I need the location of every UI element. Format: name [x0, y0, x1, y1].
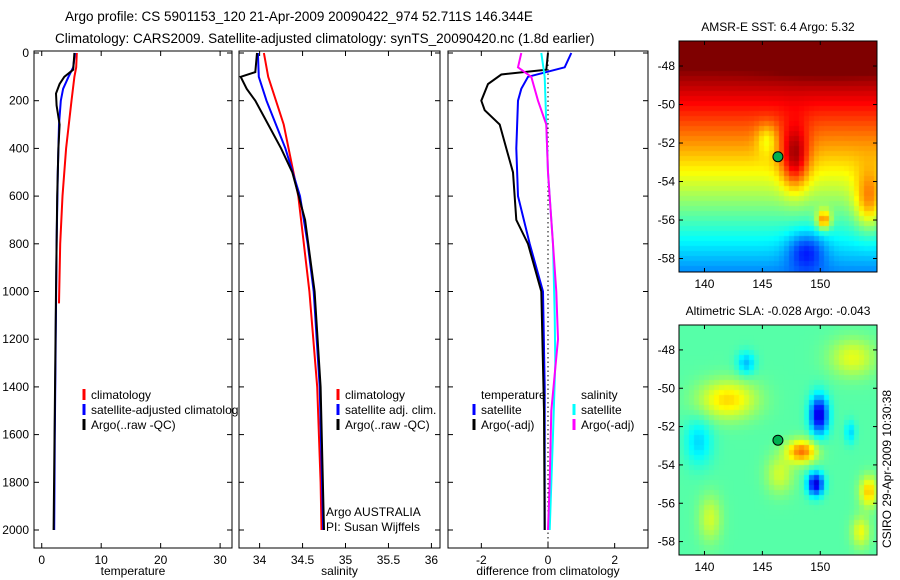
y-tick-label: 1400: [2, 380, 29, 394]
x-tick-label: 150: [810, 277, 830, 291]
x-tick-label: 35: [339, 553, 353, 567]
map-title: AMSR-E SST: 6.4 Argo: 5.32: [701, 20, 855, 34]
x-tick-label: 20: [154, 553, 168, 567]
y-tick-label: 1600: [2, 428, 29, 442]
x-axis-label: salinity: [321, 564, 358, 578]
argo-float-marker: [772, 151, 784, 163]
legend-label: satellite adj. clim.: [345, 403, 436, 417]
x-tick-label: 34: [253, 553, 267, 567]
map-frame: [678, 40, 878, 273]
y-tick-label: -58: [658, 535, 676, 549]
x-tick-label: 2: [611, 553, 618, 567]
x-tick-label: -2: [476, 553, 487, 567]
map-title: Altimetric SLA: -0.028 Argo: -0.043: [686, 304, 871, 318]
series-line-argo-raw-qc-: [52, 52, 76, 531]
y-tick-label: 2000: [2, 523, 29, 537]
map-panel-2: Altimetric SLA: -0.028 Argo: -0.043 140 14…: [658, 304, 878, 574]
x-tick-label: 10: [95, 553, 109, 567]
y-tick-label: -50: [658, 98, 676, 112]
argo-float-marker: [772, 434, 784, 446]
y-tick-label: -56: [658, 213, 676, 227]
y-tick-label: 200: [9, 94, 29, 108]
y-tick-label: 1200: [2, 332, 29, 346]
legend-label: satellite-adjusted climatology: [91, 403, 244, 417]
profile-panel-1: 0 10 20 30 0 200 400 600 800 1000 1200 1400 1600 1800…: [2, 46, 244, 578]
y-tick-label: -54: [658, 175, 676, 189]
legend-label: satellite: [481, 403, 522, 417]
y-tick-label: -52: [658, 420, 676, 434]
x-tick-label: 0: [545, 553, 552, 567]
legend-label: Argo(-adj): [481, 418, 534, 432]
y-tick-label: -48: [658, 59, 676, 73]
y-tick-label: 800: [9, 237, 29, 251]
x-tick-label: 150: [810, 560, 830, 574]
x-tick-label: 140: [694, 277, 714, 291]
legend-label: climatology: [345, 388, 405, 402]
x-tick-label: 0: [38, 553, 45, 567]
credit-text: CSIRO 29-Apr-2009 10:30:38: [880, 390, 894, 548]
x-tick-label: 145: [752, 277, 772, 291]
y-tick-label: 600: [9, 189, 29, 203]
y-tick-label: -58: [658, 252, 676, 266]
y-tick-label: -56: [658, 496, 676, 510]
series-line-salinity-argo-adj-: [516, 52, 560, 531]
y-tick-label: -54: [658, 458, 676, 472]
y-tick-label: 1000: [2, 285, 29, 299]
legend-label: Argo(-adj): [581, 418, 634, 432]
legend-title: salinity: [581, 388, 618, 402]
profile-panel-2: 34 34.5 35 35.5 36 salinity climatologysatelli…: [238, 50, 441, 578]
series-line-temperature-argo-adj-: [480, 52, 549, 531]
figure-title-line2: Climatology: CARS2009. Satellite-adjuste…: [55, 31, 595, 46]
annotation-line1: Argo AUSTRALIA: [326, 505, 421, 519]
x-axis-label: difference from climatology: [476, 564, 619, 578]
series-line-argo-raw-qc-: [239, 52, 325, 531]
x-tick-label: 30: [213, 553, 227, 567]
map-frame: [678, 324, 878, 556]
legend-label: climatology: [91, 388, 151, 402]
legend-label: satellite: [581, 403, 622, 417]
series-line-climatology: [262, 52, 323, 531]
series-line-temperature-satellite: [515, 52, 573, 530]
x-tick-label: 145: [752, 560, 772, 574]
x-tick-label: 34.5: [291, 553, 315, 567]
figure-title-line1: Argo profile: CS 5901153_120 21-Apr-2009…: [65, 9, 533, 24]
legend-label: Argo(..raw -QC): [345, 418, 430, 432]
y-tick-label: 400: [9, 141, 29, 155]
x-tick-label: 140: [694, 560, 714, 574]
legend-label: Argo(..raw -QC): [91, 418, 176, 432]
plot-frame: [33, 50, 233, 549]
y-tick-label: -52: [658, 136, 676, 150]
legend-title: temperature: [481, 388, 546, 402]
x-tick-label: 36: [425, 553, 439, 567]
series-line-climatology: [58, 52, 78, 304]
x-tick-label: 35.5: [377, 553, 401, 567]
y-tick-label: 1800: [2, 475, 29, 489]
map-panel-1: AMSR-E SST: 6.4 Argo: 5.32 140 145 150 -48 -5…: [658, 20, 878, 291]
y-tick-label: 0: [22, 46, 29, 60]
annotation-line2: PI: Susan Wijffels: [326, 520, 420, 534]
y-tick-label: -48: [658, 343, 676, 357]
y-tick-label: -50: [658, 381, 676, 395]
x-axis-label: temperature: [101, 564, 166, 578]
